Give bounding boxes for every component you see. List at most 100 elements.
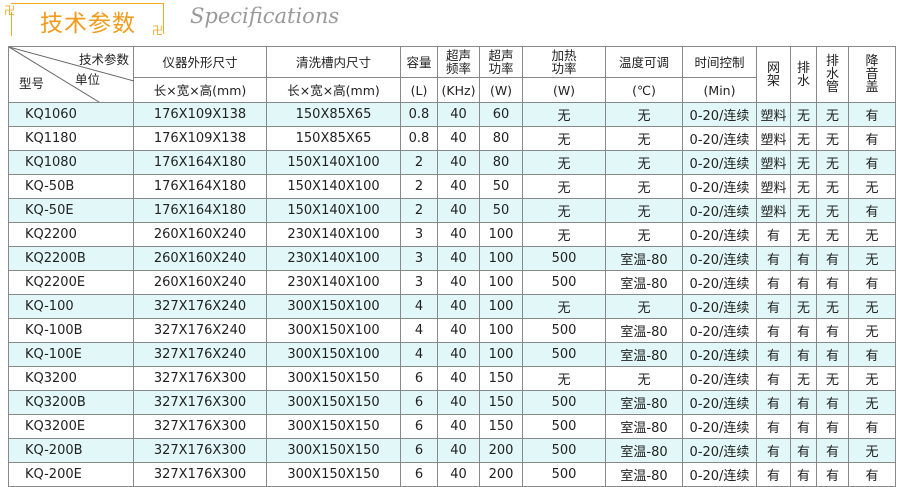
value-cell: 6 [400,438,438,463]
value-cell: 100 [479,318,523,343]
value-cell: 100 [479,222,523,247]
value-cell: 40 [437,414,480,439]
value-cell: 40 [437,198,480,223]
value-cell: 0-20/连续 [682,270,757,295]
value-cell: 有 [816,246,849,271]
value-cell: 无 [790,366,817,391]
value-cell: 无 [848,438,896,463]
value-cell: 0.8 [400,126,438,151]
model-cell: KQ3200E [8,414,134,439]
title-english: Specifications [190,4,340,28]
value-cell: 327X176X240 [133,294,267,319]
value-cell: 50 [479,174,523,199]
value-cell: 260X160X240 [133,222,267,247]
value-cell: 无 [605,126,683,151]
value-cell: 有 [848,126,896,151]
value-cell: 80 [479,126,523,151]
value-cell: 150 [479,414,523,439]
value-cell: 塑料 [756,174,791,199]
value-cell: 有 [848,198,896,223]
value-cell: 室温-80 [605,246,683,271]
column-header: 排水管 [816,46,849,103]
value-cell: 3 [400,270,438,295]
value-cell: 0-20/连续 [682,390,757,415]
value-cell: 150 [479,366,523,391]
corner-model-label: 型号 [19,76,45,91]
value-cell: 无 [605,150,683,175]
value-cell: 100 [479,342,523,367]
value-cell: 室温-80 [605,270,683,295]
value-cell: 2 [400,150,438,175]
value-cell: 有 [816,390,849,415]
value-cell: 40 [437,174,480,199]
value-cell: 有 [756,318,791,343]
value-cell: 500 [522,390,606,415]
value-cell: 327X176X240 [133,318,267,343]
value-cell: 500 [522,270,606,295]
value-cell: 0-20/连续 [682,318,757,343]
value-cell: 无 [848,366,896,391]
column-header: 仪器外形尺寸 [133,46,267,78]
value-cell: 40 [437,318,480,343]
value-cell: 无 [522,222,606,247]
value-cell: 塑料 [756,198,791,223]
column-header: 容量 [400,46,438,78]
value-cell: 室温-80 [605,438,683,463]
value-cell: 150X140X100 [266,150,401,175]
corner-ornament-icon: 卍 [152,24,163,37]
value-cell: 无 [790,102,817,127]
value-cell: 无 [522,150,606,175]
value-cell: 有 [756,270,791,295]
column-unit: (KHz) [437,77,480,103]
value-cell: 无 [816,174,849,199]
value-cell: 150X85X65 [266,102,401,127]
value-cell: 无 [605,198,683,223]
column-header: 时间控制 [682,46,757,78]
value-cell: 3 [400,246,438,271]
table-row: KQ-100E 327X176X240 300X150X100 4 40 100 500 室温… [8,342,896,367]
value-cell: 无 [522,174,606,199]
value-cell: 230X140X100 [266,246,401,271]
value-cell: 40 [437,438,480,463]
value-cell: 0-20/连续 [682,462,757,487]
value-cell: 40 [437,390,480,415]
model-cell: KQ3200B [8,390,134,415]
model-cell: KQ-100 [8,294,134,319]
table-row: KQ1060 176X109X138 150X85X65 0.8 40 60 无无 0-20/… [8,102,896,127]
value-cell: 500 [522,342,606,367]
value-cell: 327X176X300 [133,462,267,487]
value-cell: 有 [848,462,896,487]
value-cell: 有 [790,390,817,415]
value-cell: 500 [522,462,606,487]
value-cell: 0-20/连续 [682,294,757,319]
value-cell: 无 [790,222,817,247]
value-cell: 200 [479,438,523,463]
value-cell: 6 [400,390,438,415]
value-cell: 0-20/连续 [682,198,757,223]
value-cell: 有 [790,246,817,271]
value-cell: 塑料 [756,102,791,127]
column-header: 降音盖 [848,46,896,103]
value-cell: 176X109X138 [133,102,267,127]
value-cell: 室温-80 [605,390,683,415]
title-frame [11,3,164,36]
value-cell: 无 [816,102,849,127]
value-cell: 230X140X100 [266,222,401,247]
value-cell: 500 [522,414,606,439]
model-cell: KQ3200 [8,366,134,391]
value-cell: 0-20/连续 [682,246,757,271]
value-cell: 有 [756,366,791,391]
value-cell: 有 [790,342,817,367]
column-header: 排水 [790,46,817,103]
table-row: KQ-200E 327X176X300 300X150X150 6 40 200 500 室温… [8,462,896,487]
value-cell: 100 [479,246,523,271]
value-cell: 176X109X138 [133,126,267,151]
corner-unit-label: 单位 [75,72,101,87]
value-cell: 200 [479,462,523,487]
spec-table: 技术参数 单位 型号 仪器外形尺寸 清洗槽内尺寸 容量 超声频率 超声功率 加热功率 温度可调 时间… [8,46,896,487]
value-cell: 300X150X100 [266,318,401,343]
value-cell: 无 [605,294,683,319]
value-cell: 300X150X150 [266,414,401,439]
title-chinese: 技术参数 [40,11,136,37]
value-cell: 150X140X100 [266,174,401,199]
